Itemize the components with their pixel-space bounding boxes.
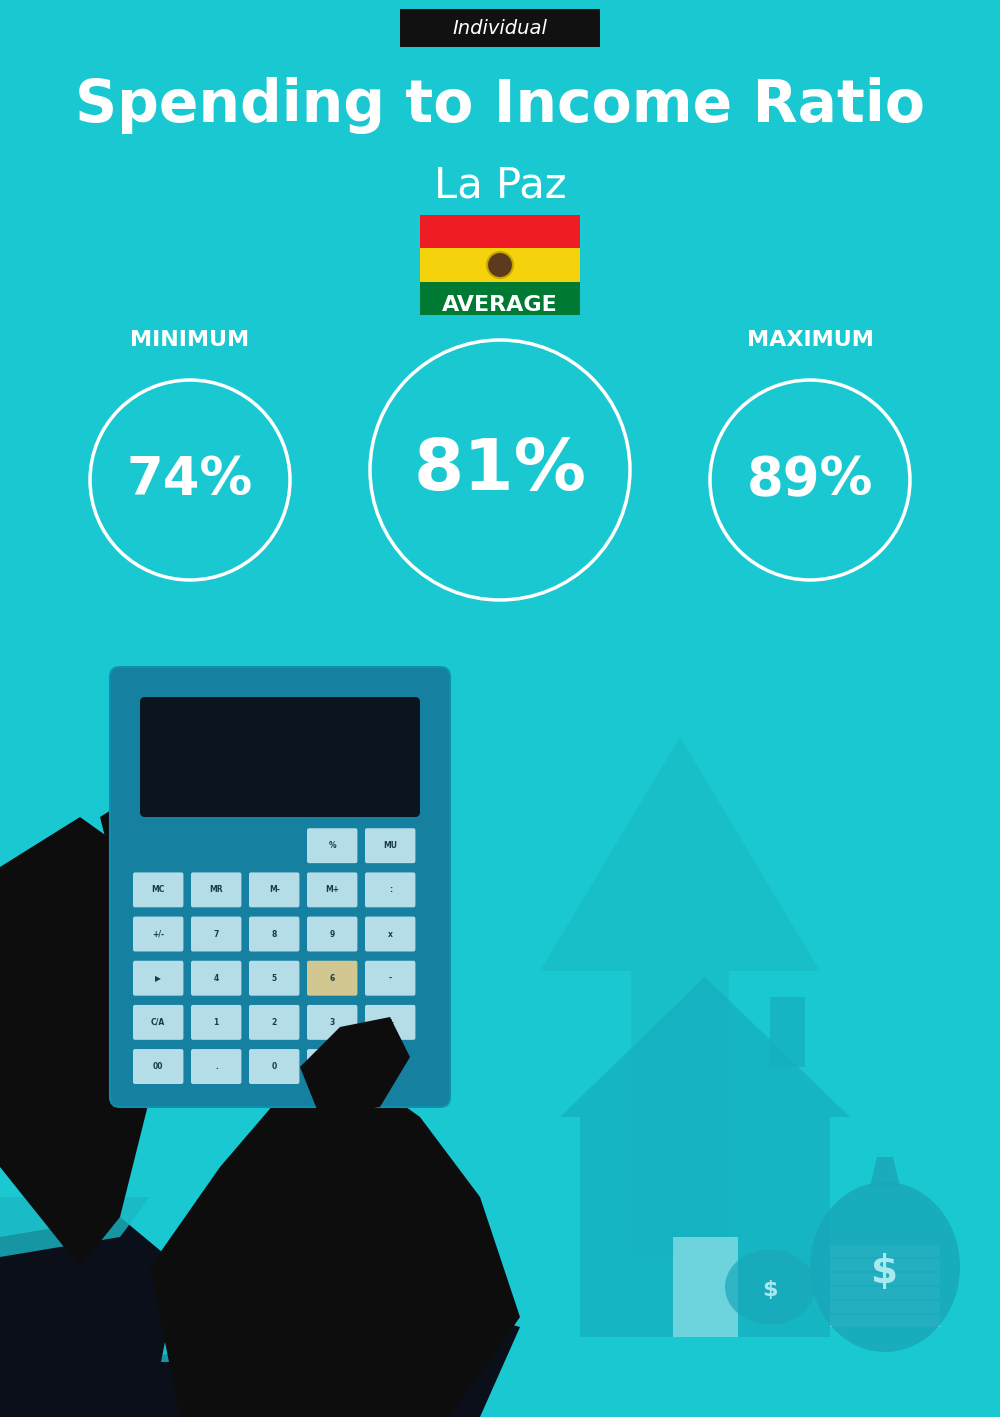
FancyBboxPatch shape <box>249 917 299 951</box>
Polygon shape <box>870 1158 900 1187</box>
Text: :: : <box>389 886 392 894</box>
Text: AVERAGE: AVERAGE <box>442 295 558 315</box>
FancyBboxPatch shape <box>133 1049 183 1084</box>
FancyBboxPatch shape <box>249 1005 299 1040</box>
Text: $: $ <box>762 1280 778 1299</box>
Text: $: $ <box>872 1253 898 1291</box>
FancyBboxPatch shape <box>140 697 420 818</box>
Text: +/-: +/- <box>152 930 164 938</box>
Text: .: . <box>215 1063 218 1071</box>
FancyBboxPatch shape <box>191 1049 241 1084</box>
FancyBboxPatch shape <box>307 917 357 951</box>
Polygon shape <box>150 1067 520 1417</box>
FancyBboxPatch shape <box>420 282 580 315</box>
FancyBboxPatch shape <box>420 215 580 248</box>
Text: 3: 3 <box>330 1017 335 1027</box>
Text: La Paz: La Paz <box>434 164 566 205</box>
FancyBboxPatch shape <box>770 998 805 1067</box>
Text: ▶: ▶ <box>155 973 161 983</box>
FancyBboxPatch shape <box>133 1005 183 1040</box>
Polygon shape <box>0 1217 180 1417</box>
FancyBboxPatch shape <box>133 873 183 907</box>
Polygon shape <box>100 767 220 897</box>
Text: =: = <box>329 1063 335 1071</box>
FancyBboxPatch shape <box>830 1272 940 1285</box>
FancyBboxPatch shape <box>830 1287 940 1299</box>
Text: MINIMUM: MINIMUM <box>130 330 250 350</box>
FancyBboxPatch shape <box>580 1117 830 1338</box>
FancyBboxPatch shape <box>307 961 357 996</box>
Text: 0: 0 <box>272 1063 277 1071</box>
FancyBboxPatch shape <box>133 917 183 951</box>
FancyBboxPatch shape <box>365 961 415 996</box>
Text: 4: 4 <box>214 973 219 983</box>
Polygon shape <box>0 818 180 1267</box>
Polygon shape <box>150 1306 520 1417</box>
Polygon shape <box>540 737 820 1257</box>
Text: x: x <box>388 930 393 938</box>
Text: MU: MU <box>383 842 397 850</box>
Text: C/A: C/A <box>151 1017 165 1027</box>
Text: MAXIMUM: MAXIMUM <box>747 330 873 350</box>
FancyBboxPatch shape <box>191 873 241 907</box>
FancyBboxPatch shape <box>191 1005 241 1040</box>
Text: Spending to Income Ratio: Spending to Income Ratio <box>75 77 925 133</box>
Text: +: + <box>387 1017 393 1027</box>
FancyBboxPatch shape <box>249 1049 299 1084</box>
Text: 81%: 81% <box>414 435 586 504</box>
FancyBboxPatch shape <box>830 1246 940 1257</box>
Text: 89%: 89% <box>747 453 873 506</box>
FancyBboxPatch shape <box>420 248 580 282</box>
FancyBboxPatch shape <box>307 829 357 863</box>
Polygon shape <box>300 1017 410 1117</box>
Text: MC: MC <box>152 886 165 894</box>
Text: 7: 7 <box>214 930 219 938</box>
FancyBboxPatch shape <box>365 1005 415 1040</box>
FancyBboxPatch shape <box>249 873 299 907</box>
Polygon shape <box>0 1197 150 1257</box>
FancyBboxPatch shape <box>133 961 183 996</box>
Polygon shape <box>150 1326 480 1362</box>
FancyBboxPatch shape <box>365 829 415 863</box>
FancyBboxPatch shape <box>830 1315 940 1326</box>
FancyBboxPatch shape <box>191 961 241 996</box>
FancyBboxPatch shape <box>830 1301 940 1314</box>
Text: MR: MR <box>209 886 223 894</box>
FancyBboxPatch shape <box>672 1237 738 1338</box>
Text: 00: 00 <box>153 1063 163 1071</box>
Ellipse shape <box>725 1250 815 1325</box>
FancyBboxPatch shape <box>249 961 299 996</box>
Polygon shape <box>560 976 850 1117</box>
FancyBboxPatch shape <box>830 1258 940 1271</box>
Text: M-: M- <box>269 886 280 894</box>
Text: 74%: 74% <box>127 453 253 506</box>
Text: Individual: Individual <box>453 18 547 37</box>
FancyBboxPatch shape <box>400 9 600 47</box>
FancyBboxPatch shape <box>365 917 415 951</box>
Text: 1: 1 <box>214 1017 219 1027</box>
Text: 8: 8 <box>272 930 277 938</box>
Ellipse shape <box>810 1182 960 1352</box>
FancyBboxPatch shape <box>365 873 415 907</box>
FancyBboxPatch shape <box>307 1005 357 1040</box>
Text: %: % <box>328 842 336 850</box>
FancyBboxPatch shape <box>307 873 357 907</box>
FancyBboxPatch shape <box>307 1049 357 1084</box>
FancyBboxPatch shape <box>191 917 241 951</box>
Text: M+: M+ <box>325 886 339 894</box>
FancyBboxPatch shape <box>110 667 450 1107</box>
Text: 5: 5 <box>272 973 277 983</box>
Text: 9: 9 <box>330 930 335 938</box>
Text: -: - <box>389 973 392 983</box>
Text: 2: 2 <box>272 1017 277 1027</box>
Polygon shape <box>220 777 420 1158</box>
Text: 6: 6 <box>330 973 335 983</box>
Circle shape <box>487 252 513 278</box>
